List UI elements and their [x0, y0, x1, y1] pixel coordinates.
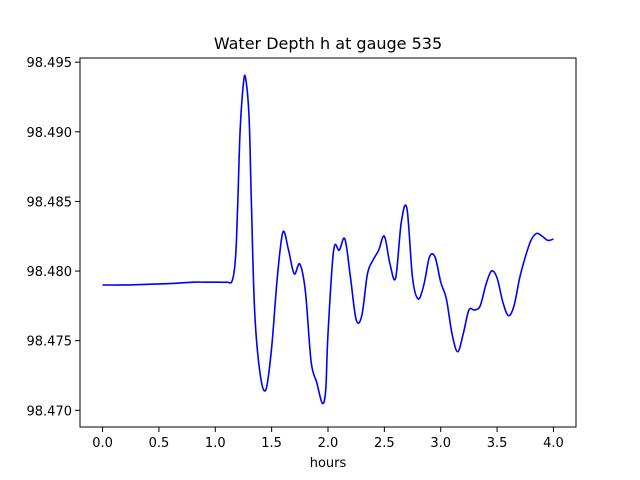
- x-axis: 0.0 0.5 1.0 1.5 2.0 2.5 3.0 3.5 4.0: [92, 427, 564, 451]
- x-tick-label: 0.0: [92, 436, 113, 451]
- x-tick-label: 3.0: [430, 436, 451, 451]
- x-tick-label: 2.0: [318, 436, 339, 451]
- x-tick-label: 1.5: [261, 436, 282, 451]
- chart-title: Water Depth h at gauge 535: [214, 34, 442, 53]
- y-tick-label: 98.480: [27, 265, 73, 280]
- plot-area: [102, 74, 554, 405]
- y-tick-label: 98.485: [27, 195, 73, 210]
- x-tick-label: 4.0: [543, 436, 564, 451]
- x-tick-label: 1.0: [205, 436, 226, 451]
- x-tick-label: 3.5: [487, 436, 508, 451]
- y-tick-label: 98.490: [27, 126, 73, 141]
- y-tick-label: 98.495: [27, 56, 73, 71]
- x-tick-label: 2.5: [374, 436, 395, 451]
- y-tick-label: 98.470: [27, 404, 73, 419]
- y-tick-label: 98.475: [27, 335, 73, 350]
- series-line: [102, 74, 554, 405]
- axes-frame: [79, 57, 577, 428]
- x-axis-label: hours: [310, 456, 347, 471]
- x-tick-label: 0.5: [149, 436, 170, 451]
- y-axis: 98.470 98.475 98.480 98.485 98.490 98.495: [27, 56, 80, 419]
